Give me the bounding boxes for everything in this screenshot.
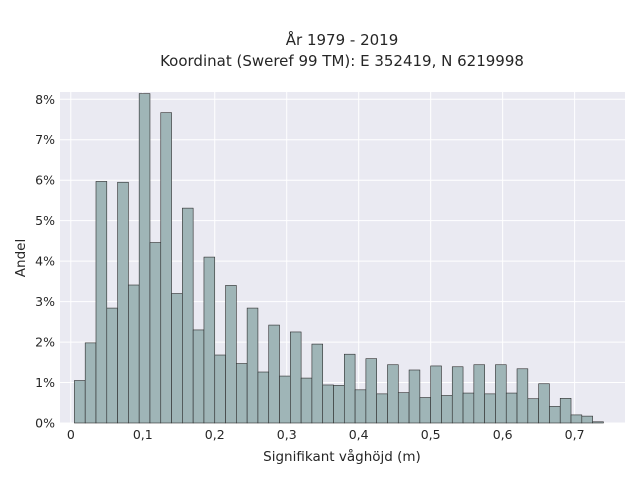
histogram-bar (300, 377, 313, 424)
y-tick-label: 1% (35, 375, 55, 390)
histogram-bar (451, 366, 464, 424)
histogram-bar (117, 181, 129, 424)
histogram-bar (290, 331, 302, 424)
histogram-bar (527, 398, 539, 424)
x-tick-label: 0,6 (493, 427, 513, 442)
chart-title-line1: År 1979 - 2019 (286, 30, 399, 49)
x-tick-label: 0,5 (421, 427, 441, 442)
x-axis-label: Signifikant våghöjd (m) (263, 448, 421, 465)
histogram-bar (160, 112, 172, 424)
x-tick-label: 0,3 (277, 427, 297, 442)
histogram-bar (128, 284, 140, 424)
histogram-bar (549, 406, 561, 424)
histogram-bar (570, 414, 583, 424)
histogram-bar (387, 364, 399, 424)
histogram-bar (106, 307, 118, 424)
histogram-bar (279, 375, 291, 424)
histogram-bar (203, 256, 216, 424)
histogram-bar (462, 392, 475, 424)
histogram-bar (138, 93, 151, 424)
histogram-bar (84, 342, 97, 424)
histogram-bar (257, 371, 270, 424)
bars (74, 93, 604, 424)
y-axis-label: Andel (13, 239, 29, 277)
histogram-bar (236, 363, 248, 424)
histogram-bar (214, 354, 226, 424)
histogram-bar (322, 384, 334, 424)
histogram-bar (343, 353, 356, 424)
y-tick-label: 6% (35, 173, 55, 188)
histogram-bar (268, 324, 280, 424)
histogram-bar (182, 207, 194, 424)
histogram-bar (95, 181, 108, 424)
y-tick-label: 5% (35, 213, 55, 228)
x-tick-label: 0,2 (205, 427, 225, 442)
histogram-bar (333, 385, 345, 424)
histogram-bar (581, 415, 593, 424)
x-tick-label: 0,7 (565, 427, 585, 442)
histogram-bar (559, 398, 572, 424)
x-tick-label: 0,4 (349, 427, 369, 442)
y-tick-label: 7% (35, 132, 55, 147)
histogram-bar (592, 421, 604, 424)
histogram-bar (171, 293, 183, 424)
histogram-bar (149, 242, 162, 424)
histogram-bar (484, 393, 496, 424)
histogram-bar (354, 389, 367, 424)
chart-title-line2: Koordinat (Sweref 99 TM): E 352419, N 62… (160, 52, 524, 70)
y-tick-label: 2% (35, 335, 55, 350)
histogram-bar (419, 397, 431, 424)
histogram-bar (516, 368, 529, 424)
histogram-bar (397, 392, 410, 424)
histogram-bar (365, 358, 377, 424)
histogram-bar (538, 383, 550, 424)
histogram-bar (246, 307, 259, 424)
histogram-bar (495, 364, 507, 424)
histogram-bar (74, 380, 86, 424)
y-tick-label: 0% (35, 416, 55, 431)
histogram-bar (505, 392, 518, 424)
histogram-bar (430, 365, 442, 424)
histogram-bar (408, 369, 421, 424)
y-tick-label: 3% (35, 294, 55, 309)
y-tick-label: 8% (35, 92, 55, 107)
histogram-bar (376, 393, 388, 424)
histogram-bar (441, 395, 453, 424)
histogram-bar (225, 285, 237, 424)
y-axis-ticks: 0% 1% 2% 3% 4% 5% 6% 7% 8% (35, 92, 55, 431)
y-tick-label: 4% (35, 254, 55, 269)
histogram-bar (311, 343, 324, 424)
x-tick-label: 0,1 (133, 427, 153, 442)
histogram-bar (473, 364, 485, 424)
x-tick-label: 0 (67, 427, 75, 442)
histogram-bar (192, 329, 205, 424)
x-axis-ticks: 0 0,1 0,2 0,3 0,4 0,5 0,6 0,7 (67, 427, 585, 442)
